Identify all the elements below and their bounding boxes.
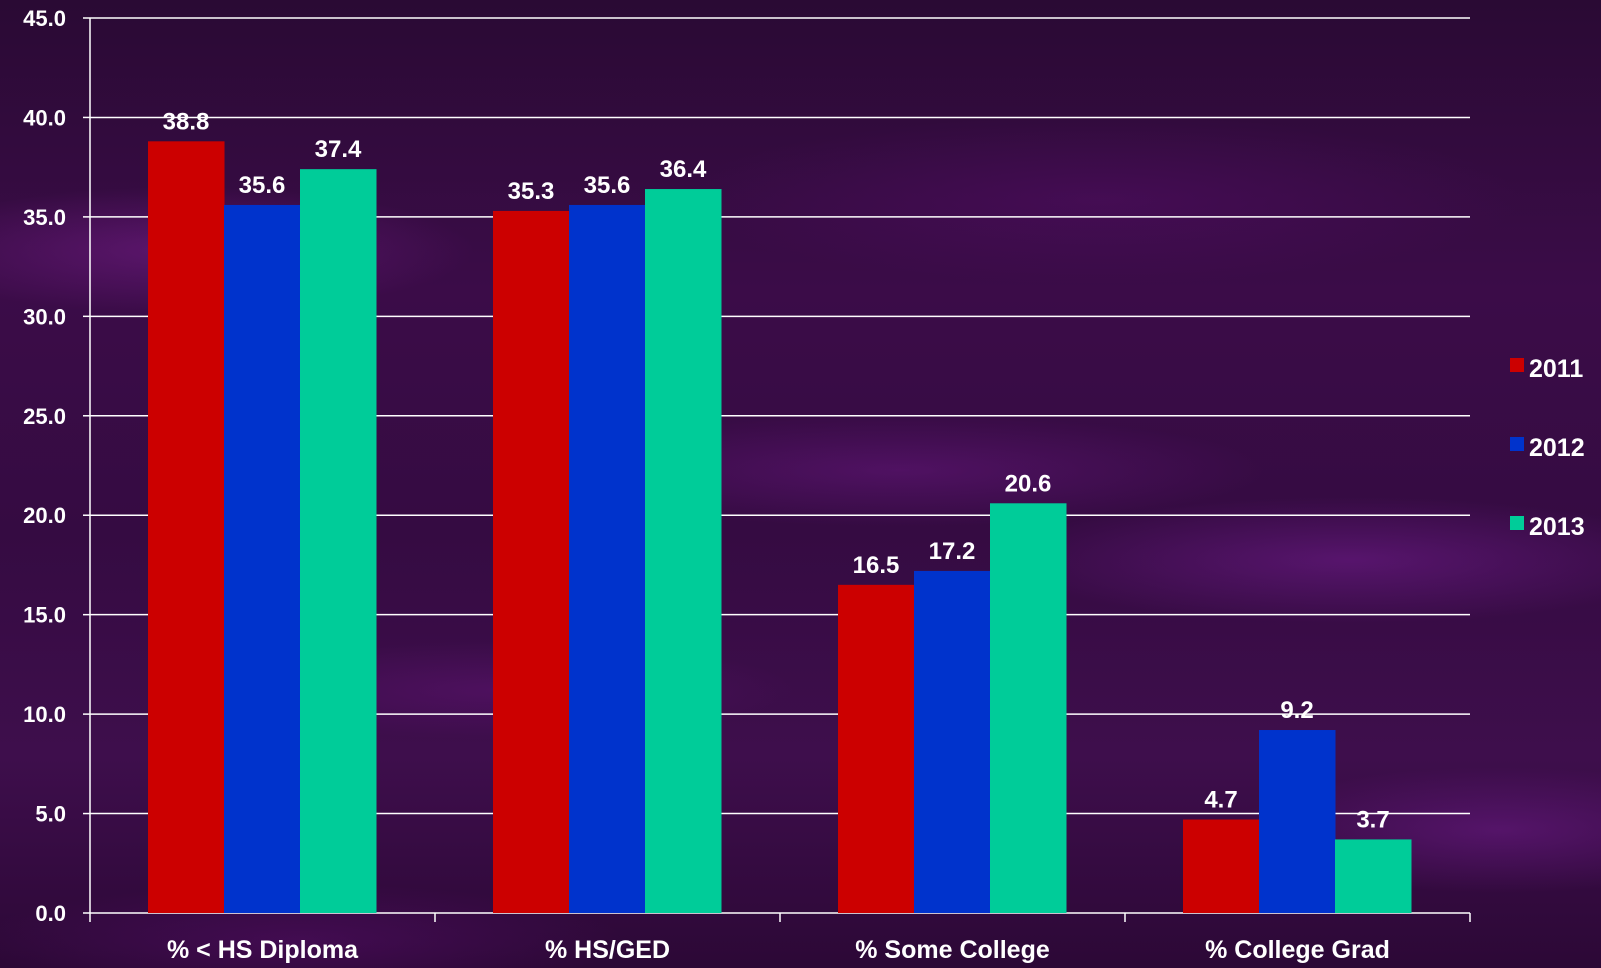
legend-label: 2012 xyxy=(1529,434,1585,462)
data-label: 16.5 xyxy=(853,552,900,579)
data-label: 35.6 xyxy=(239,172,286,199)
y-tick-label: 5.0 xyxy=(35,802,66,827)
data-label: 3.7 xyxy=(1356,806,1389,833)
y-tick-label: 35.0 xyxy=(23,205,66,230)
legend: 2011 2012 2013 xyxy=(1510,355,1585,541)
data-labels: 38.8 35.3 16.5 4.7 35.6 35.6 17.2 9.2 37.4 36.4 20… xyxy=(163,108,1390,833)
bar-2012 xyxy=(224,204,301,913)
bar-2012 xyxy=(1259,730,1336,913)
data-label: 20.6 xyxy=(1005,470,1052,497)
bar-2011 xyxy=(493,210,570,913)
bar-2013 xyxy=(645,189,722,914)
x-category-label: % College Grad xyxy=(1205,936,1390,964)
legend-label: 2013 xyxy=(1529,513,1585,541)
legend-label: 2011 xyxy=(1529,355,1583,383)
bar-2012 xyxy=(914,570,991,913)
legend-swatch xyxy=(1510,516,1524,530)
bar-2013 xyxy=(300,169,377,914)
bar-2011 xyxy=(838,584,915,913)
y-tick-label: 10.0 xyxy=(23,702,66,727)
x-category-label: % < HS Diploma xyxy=(167,936,359,964)
data-label: 36.4 xyxy=(660,156,707,183)
legend-swatch xyxy=(1510,358,1524,372)
y-tick-label: 30.0 xyxy=(23,304,66,329)
bar-2013 xyxy=(1335,839,1412,913)
data-label: 35.6 xyxy=(584,172,631,199)
data-label: 35.3 xyxy=(508,178,555,205)
legend-swatch xyxy=(1510,437,1524,451)
data-label: 17.2 xyxy=(929,538,976,565)
data-label: 37.4 xyxy=(315,136,362,163)
bar-2013 xyxy=(990,503,1067,913)
data-label: 4.7 xyxy=(1204,787,1237,814)
x-category-label: % Some College xyxy=(855,936,1050,964)
y-tick-label: 15.0 xyxy=(23,603,66,628)
y-tick-label: 25.0 xyxy=(23,404,66,429)
x-category-label: % HS/GED xyxy=(545,936,670,964)
bar-2012 xyxy=(569,204,646,913)
y-tick-label: 20.0 xyxy=(23,503,66,528)
bar-2011 xyxy=(148,141,225,914)
data-label: 9.2 xyxy=(1280,697,1313,724)
y-tick-label: 45.0 xyxy=(23,6,66,31)
bar-2011 xyxy=(1183,819,1260,913)
data-label: 38.8 xyxy=(163,108,210,135)
bars xyxy=(148,141,1412,914)
y-tick-label: 0.0 xyxy=(35,901,66,926)
y-tick-label: 40.0 xyxy=(23,105,66,130)
axes: 0.0 5.0 10.0 15.0 20.0 25.0 30.0 35.0 40.0 45.0 % … xyxy=(23,6,1471,964)
